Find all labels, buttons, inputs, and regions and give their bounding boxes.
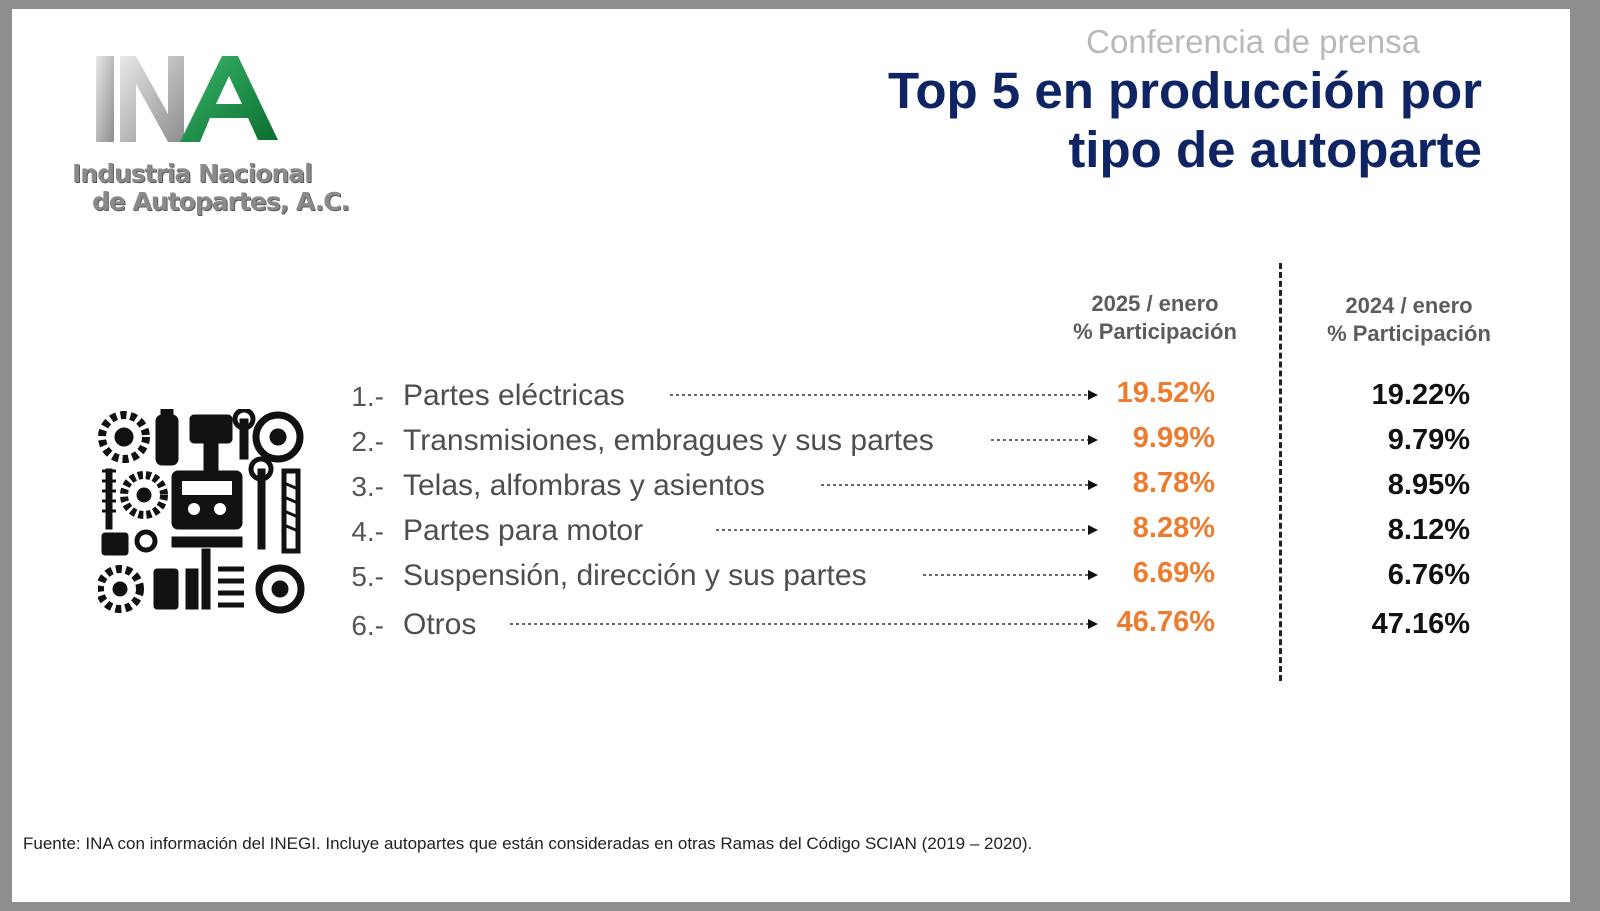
arrow-icon bbox=[821, 480, 1098, 490]
row-label: Telas, alfombras y asientos bbox=[403, 469, 765, 502]
column-divider bbox=[1279, 263, 1282, 681]
row-label: Partes para motor bbox=[403, 514, 644, 547]
row-rank: 6.- bbox=[351, 610, 384, 641]
source-footnote: Fuente: INA con información del INEGI. I… bbox=[23, 834, 1033, 853]
arrow-icon bbox=[716, 525, 1098, 535]
column-2024-metric: % Participación bbox=[1327, 321, 1491, 346]
row-rank: 2.- bbox=[351, 426, 384, 457]
row-rank: 1.- bbox=[351, 381, 384, 412]
arrow-icon bbox=[991, 435, 1098, 445]
column-header-2025: 2025 / enero % Participación bbox=[1050, 290, 1260, 346]
title-line2: tipo de autoparte bbox=[1068, 121, 1482, 178]
row-value-2024: 6.76% bbox=[1387, 559, 1470, 591]
page-subtitle: Conferencia de prensa bbox=[1086, 23, 1420, 60]
table-row: 4.- Partes para motor 8.28% 8.12% bbox=[12, 512, 1570, 556]
logo-name-line1: Industria Nacional bbox=[72, 159, 313, 188]
logo-name-line2: de Autopartes, A.C. bbox=[92, 187, 350, 216]
row-value-2024: 9.79% bbox=[1387, 424, 1470, 456]
row-value-2025: 8.28% bbox=[1132, 512, 1215, 544]
column-2025-metric: % Participación bbox=[1073, 319, 1237, 344]
column-header-2024: 2024 / enero % Participación bbox=[1304, 292, 1514, 348]
row-value-2024: 8.12% bbox=[1387, 514, 1470, 546]
row-value-2024: 19.22% bbox=[1371, 379, 1470, 411]
row-label: Partes eléctricas bbox=[403, 379, 625, 412]
table-row: 1.- Partes eléctricas 19.52% 19.22% bbox=[12, 377, 1570, 421]
row-rank: 3.- bbox=[351, 471, 384, 502]
row-rank: 4.- bbox=[351, 516, 384, 547]
auto-parts-collage-icon bbox=[96, 407, 308, 614]
row-value-2025: 6.69% bbox=[1132, 557, 1215, 589]
column-2025-year: 2025 / enero bbox=[1091, 291, 1219, 316]
row-value-2025: 9.99% bbox=[1132, 422, 1215, 454]
column-2024-year: 2024 / enero bbox=[1345, 293, 1473, 318]
ina-logo: Industria Nacional de Autopartes, A.C. bbox=[72, 54, 350, 234]
slide: Industria Nacional de Autopartes, A.C. C… bbox=[12, 9, 1570, 902]
row-label: Transmisiones, embragues y sus partes bbox=[403, 424, 934, 457]
row-value-2025: 8.78% bbox=[1132, 467, 1215, 499]
arrow-icon bbox=[923, 570, 1098, 580]
page-title: Top 5 en producción por tipo de autopart… bbox=[888, 61, 1482, 179]
ina-logo-mark-icon bbox=[96, 56, 278, 142]
row-value-2025: 46.76% bbox=[1116, 606, 1215, 638]
table-row: 6.- Otros 46.76% 47.16% bbox=[12, 606, 1570, 650]
row-label: Otros bbox=[403, 608, 477, 641]
row-value-2024: 8.95% bbox=[1387, 469, 1470, 501]
arrow-icon bbox=[670, 390, 1098, 400]
row-rank: 5.- bbox=[351, 561, 384, 592]
row-value-2024: 47.16% bbox=[1371, 608, 1470, 640]
arrow-icon bbox=[510, 619, 1098, 629]
title-line1: Top 5 en producción por bbox=[887, 62, 1482, 119]
table-row: 5.- Suspensión, dirección y sus partes 6… bbox=[12, 557, 1570, 601]
row-label: Suspensión, dirección y sus partes bbox=[403, 559, 867, 592]
table-row: 2.- Transmisiones, embragues y sus parte… bbox=[12, 422, 1570, 466]
row-value-2025: 19.52% bbox=[1116, 377, 1215, 409]
table-row: 3.- Telas, alfombras y asientos 8.78% 8.… bbox=[12, 467, 1570, 511]
